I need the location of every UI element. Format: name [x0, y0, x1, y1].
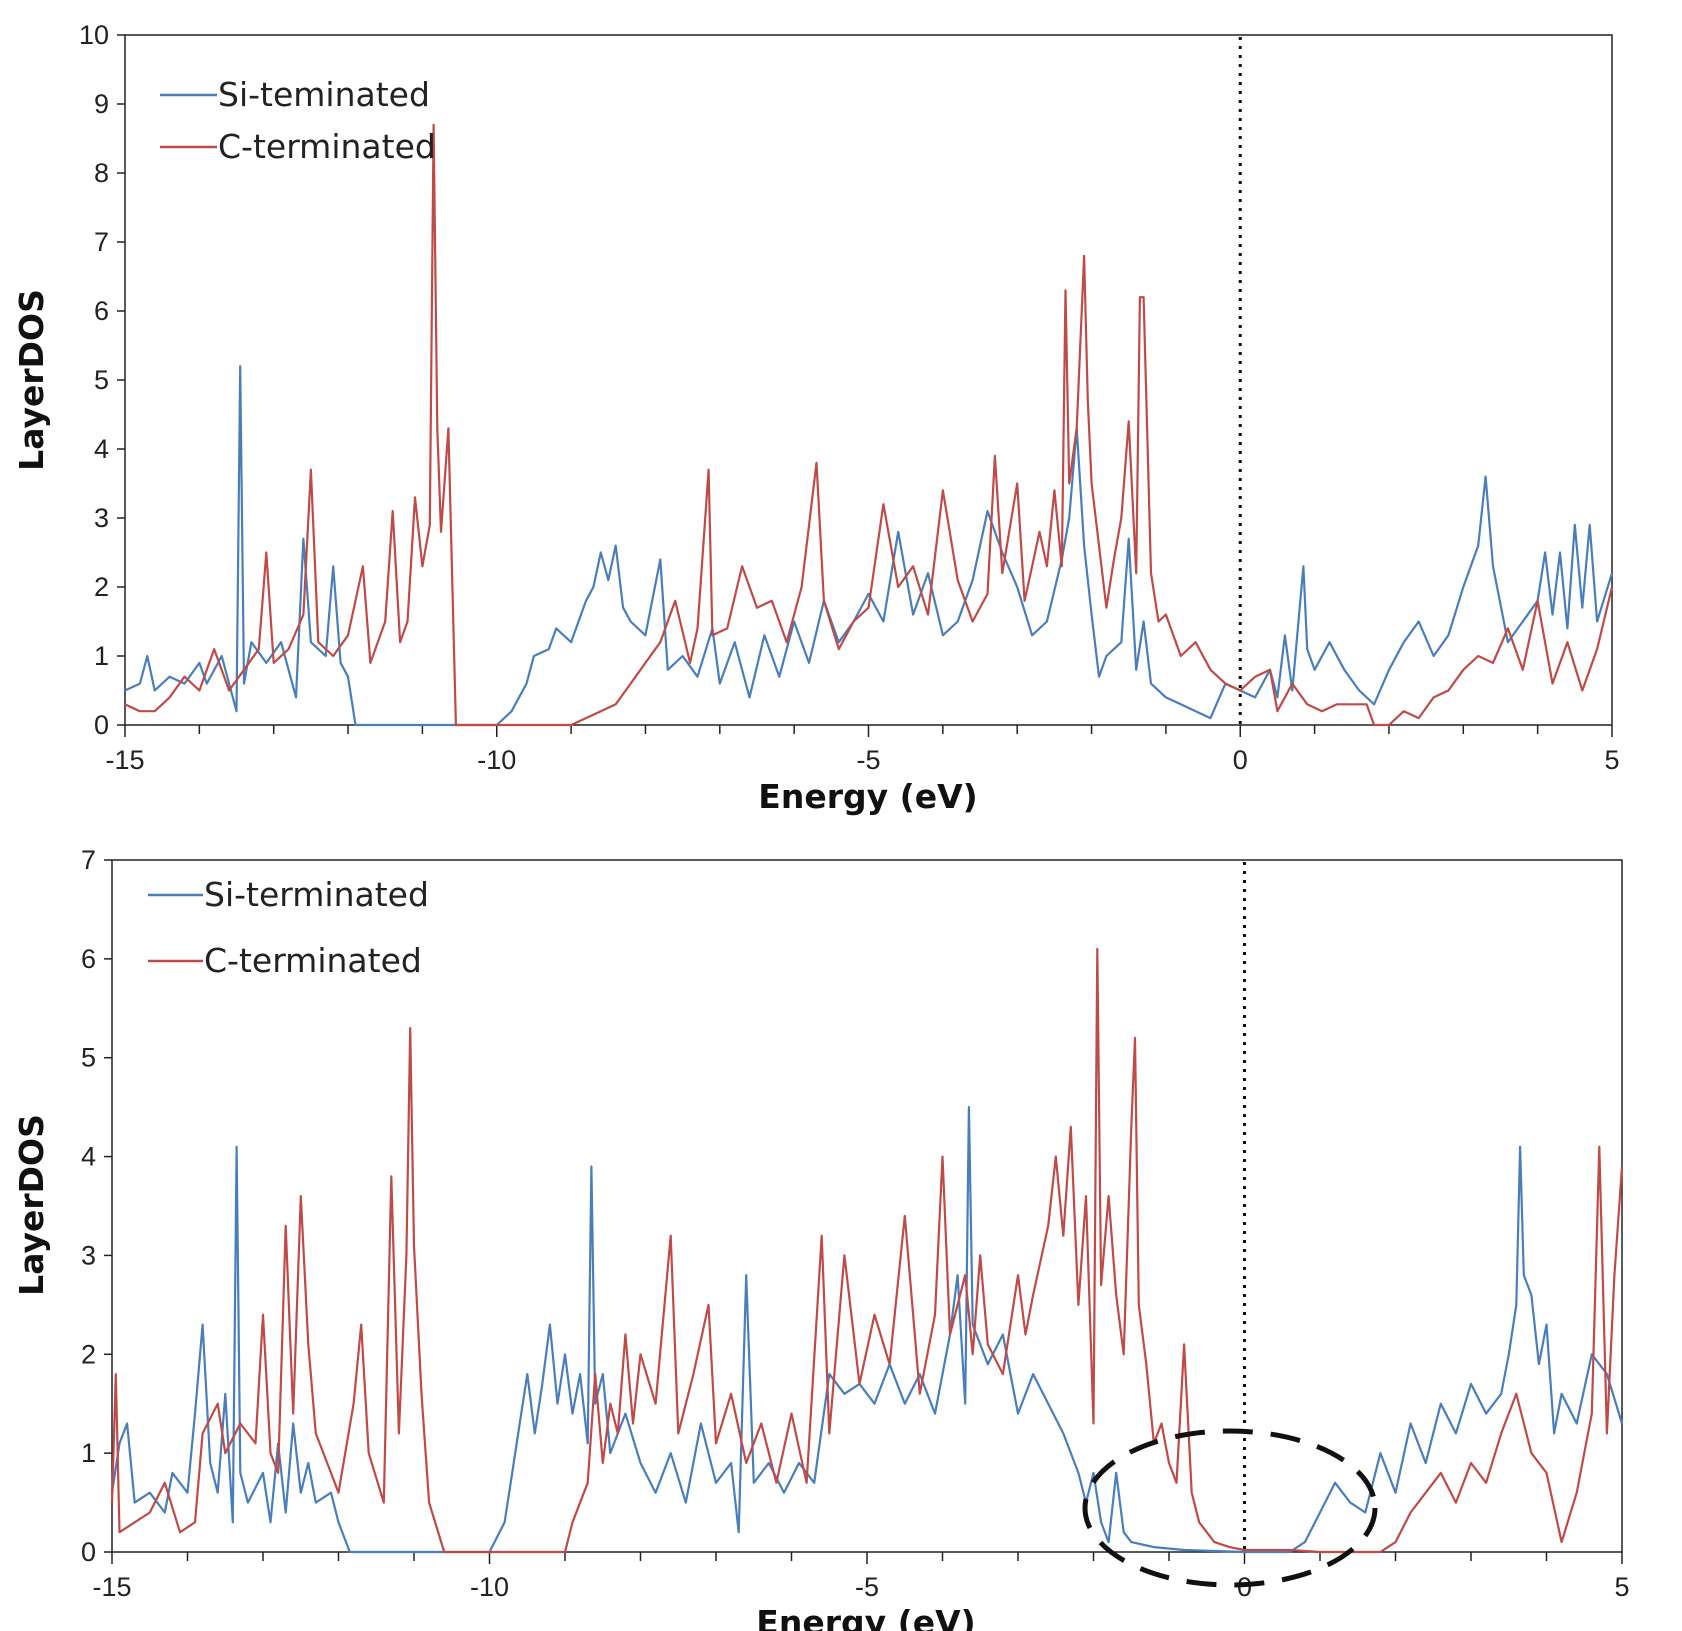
legend-bottom-si-label: Si-terminated — [204, 875, 429, 914]
chart-top-plot-area — [124, 34, 1613, 726]
y-tick-label: 5 — [94, 365, 109, 395]
y-tick-label: 2 — [94, 572, 109, 602]
y-tick-label: 4 — [94, 434, 109, 464]
y-tick-label: 4 — [81, 1142, 96, 1172]
chart-bottom-plot-area — [111, 859, 1623, 1553]
chart-bottom-legend: Si-terminated C-terminated — [148, 875, 429, 980]
y-tick-label: 0 — [94, 710, 109, 740]
x-tick-label: 5 — [1604, 745, 1619, 775]
chart-bottom-ylabel: LayerDOS — [12, 1114, 51, 1296]
y-tick-label: 8 — [94, 158, 109, 188]
gap-highlight-ellipse — [1082, 1428, 1378, 1588]
y-tick-label: 1 — [81, 1438, 96, 1468]
legend-top-si-label: Si-teminated — [218, 75, 430, 114]
chart-top-legend: Si-teminated C-terminated — [160, 75, 436, 166]
x-tick-label: -10 — [477, 745, 516, 775]
series-line-top-c — [124, 123, 1614, 727]
chart-top-ticks: 0 1 2 3 4 5 6 7 8 9 10 -15 -10 -5 0 5 — [79, 20, 1620, 775]
chart-top-xlabel: Energy (eV) — [758, 777, 977, 816]
y-tick-label: 2 — [81, 1339, 96, 1369]
chart-top-series — [124, 123, 1614, 727]
y-tick-label: 1 — [94, 641, 109, 671]
y-tick-label: 3 — [94, 503, 109, 533]
x-tick-label: -5 — [855, 1572, 879, 1602]
y-tick-label: 5 — [81, 1043, 96, 1073]
x-tick-label: -10 — [470, 1572, 509, 1602]
series-line-bottom-c — [110, 947, 1624, 1554]
x-tick-label: -15 — [92, 1572, 131, 1602]
chart-top: 0 1 2 3 4 5 6 7 8 9 10 -15 -10 -5 0 5 Energy (eV) Layer… — [12, 20, 1620, 816]
y-tick-label: 0 — [81, 1537, 96, 1567]
y-tick-label: 6 — [94, 296, 109, 326]
y-tick-label: 3 — [81, 1240, 96, 1270]
chart-bottom-xlabel: Energy (eV) — [756, 1603, 975, 1631]
legend-top-c-label: C-terminated — [218, 127, 436, 166]
y-tick-label: 7 — [94, 227, 109, 257]
series-line-top-si — [124, 365, 1614, 727]
y-tick-label: 6 — [81, 944, 96, 974]
legend-bottom-c-label: C-terminated — [204, 941, 422, 980]
x-tick-label: -15 — [105, 745, 144, 775]
y-tick-label: 10 — [79, 20, 109, 50]
x-tick-label: 5 — [1614, 1572, 1629, 1602]
x-tick-label: 0 — [1233, 745, 1248, 775]
chart-top-ylabel: LayerDOS — [12, 289, 51, 471]
chart-bottom-series — [110, 947, 1624, 1554]
y-tick-label: 9 — [94, 89, 109, 119]
x-tick-label: -5 — [856, 745, 880, 775]
y-tick-label: 7 — [81, 845, 96, 875]
